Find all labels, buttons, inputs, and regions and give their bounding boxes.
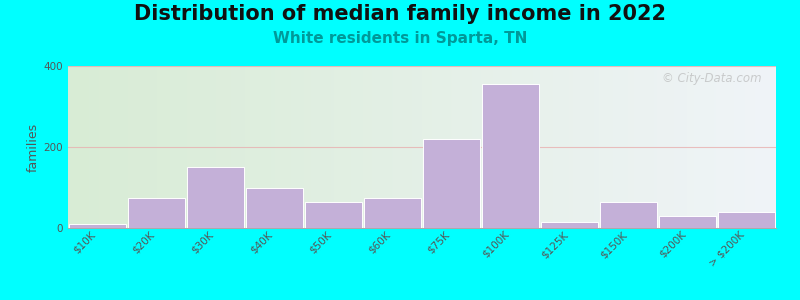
Text: White residents in Sparta, TN: White residents in Sparta, TN (273, 32, 527, 46)
Bar (246, 188, 303, 228)
Text: © City-Data.com: © City-Data.com (662, 73, 762, 85)
Bar (482, 84, 539, 228)
Bar (187, 167, 244, 228)
Bar (305, 202, 362, 228)
Bar (541, 222, 598, 228)
Bar (659, 216, 716, 228)
Bar (600, 202, 657, 228)
Bar (128, 198, 185, 228)
Bar (718, 212, 775, 228)
Bar (364, 198, 421, 228)
Y-axis label: families: families (26, 122, 39, 172)
Bar (69, 224, 126, 228)
Bar (423, 139, 480, 228)
Text: Distribution of median family income in 2022: Distribution of median family income in … (134, 4, 666, 25)
